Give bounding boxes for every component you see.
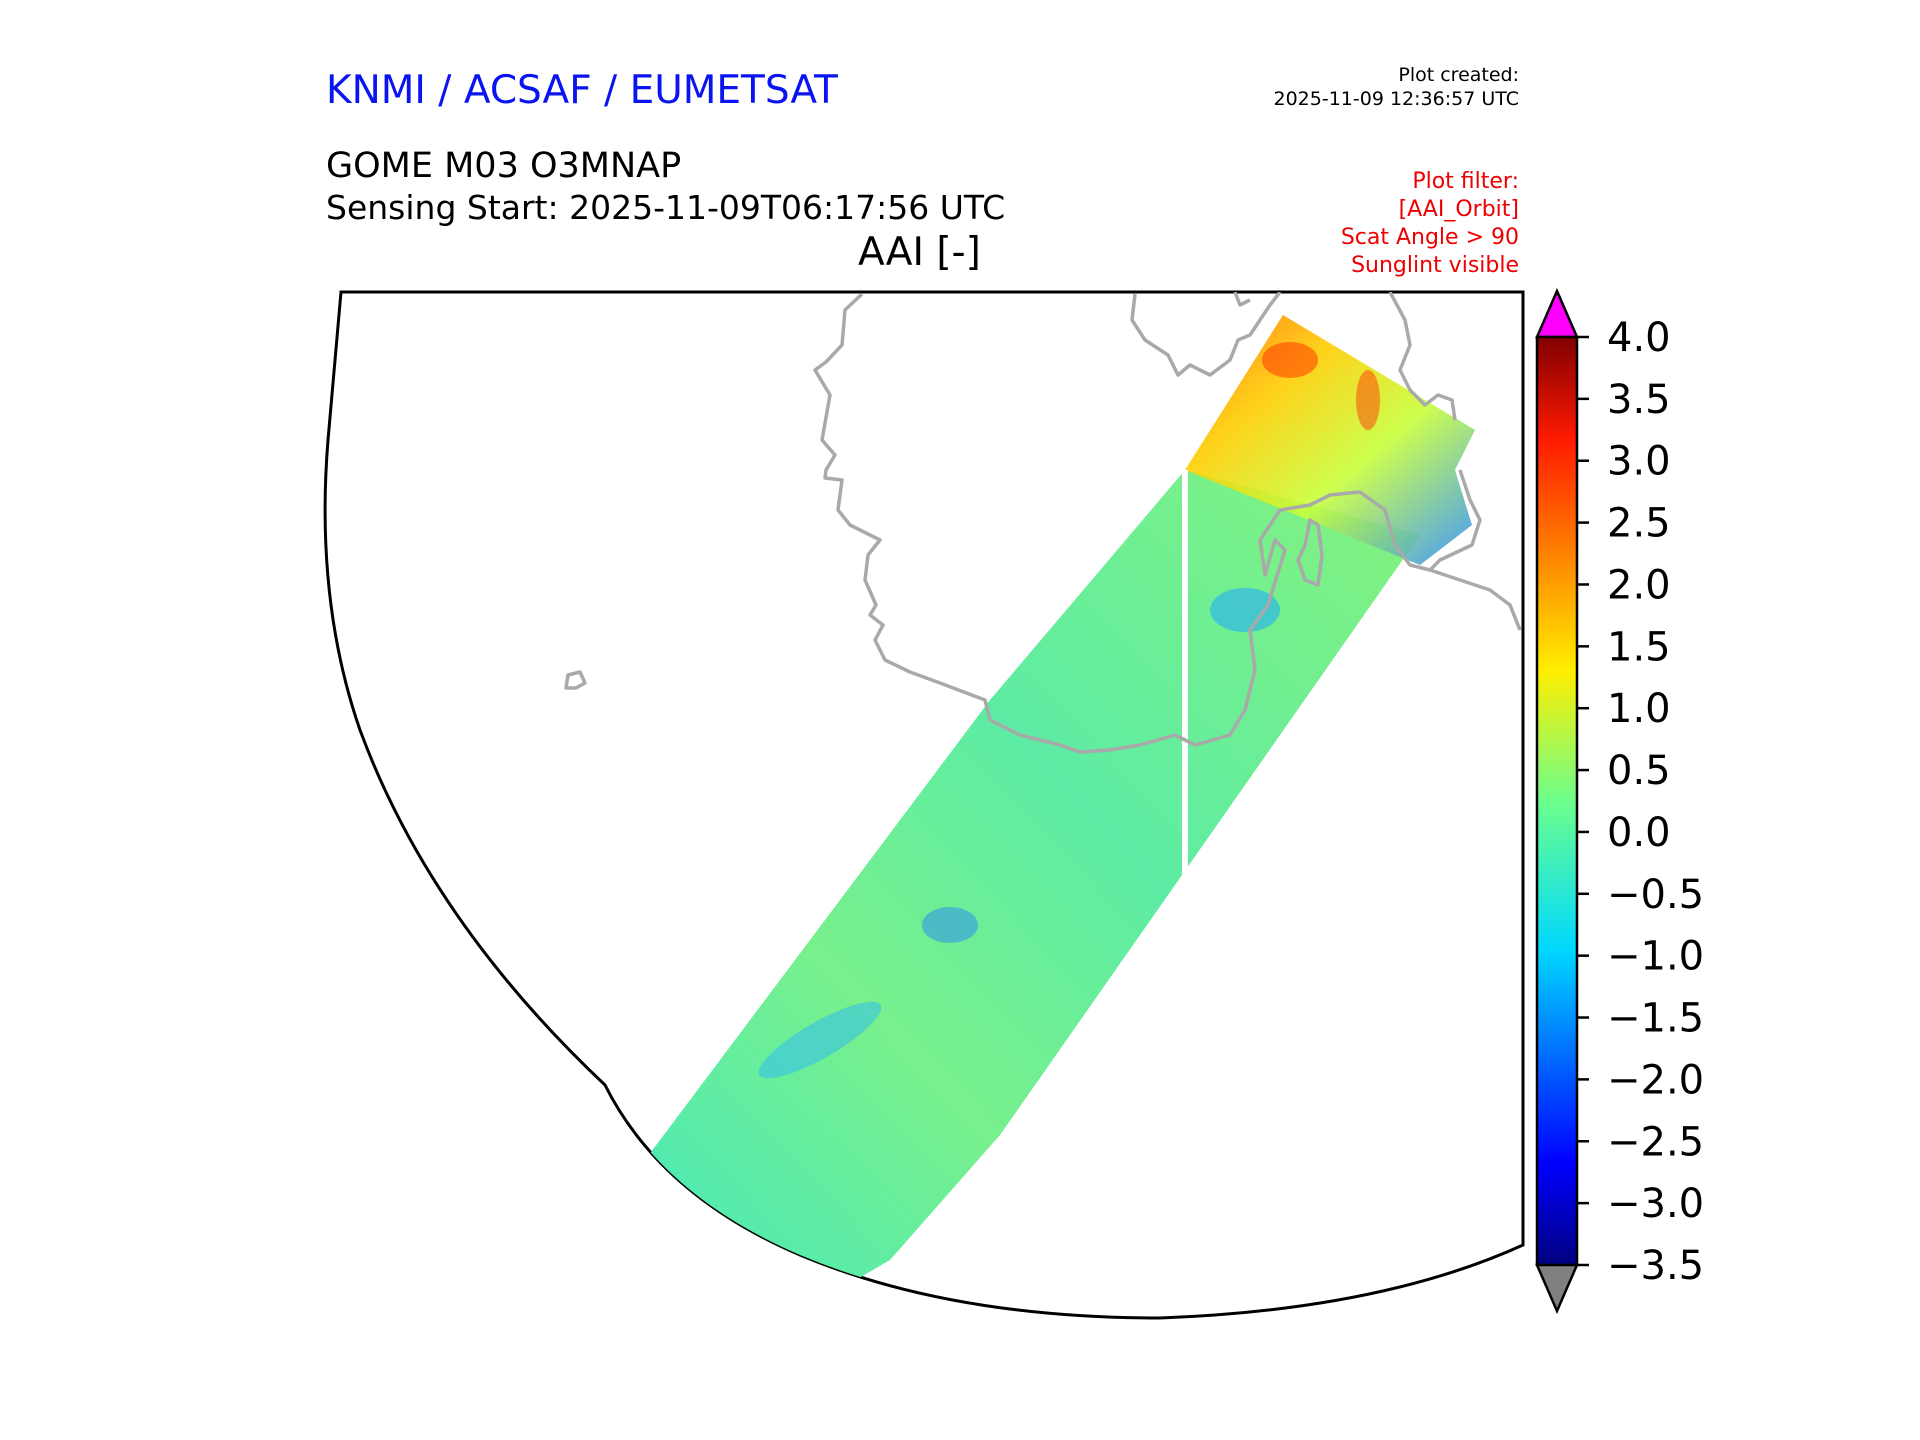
colorbar-tick-label: −2.5 xyxy=(1607,1119,1704,1165)
colorbar-tick-label: 0.0 xyxy=(1607,810,1671,856)
plot-created-label: Plot created: xyxy=(1398,64,1519,86)
product-name: GOME M03 O3MNAP xyxy=(326,146,682,186)
coastlines xyxy=(564,292,1522,754)
colorbar-tick-label: 4.0 xyxy=(1607,315,1671,361)
high-aai-patch xyxy=(1262,342,1318,378)
colorbar-tick-label: 3.5 xyxy=(1607,377,1671,423)
plot-filter-line: Sunglint visible xyxy=(1351,253,1519,278)
colorbar-tick-label: 3.0 xyxy=(1607,439,1671,485)
plot-created-time: 2025-11-09 12:36:57 UTC xyxy=(1273,88,1520,110)
colorbar: 4.0 3.5 3.0 2.5 2.0 1.5 1.0 0.5 0.0 −0.5 −1.0 −1.5 −… xyxy=(1535,287,1704,1315)
colorbar-tick-label: −0.5 xyxy=(1607,872,1704,918)
variable-title: AAI [-] xyxy=(858,230,981,275)
plot-filter-line: [AAI_Orbit] xyxy=(1398,197,1519,222)
organisation-title: KNMI / ACSAF / EUMETSAT xyxy=(326,68,838,113)
aai-swath xyxy=(600,470,1420,1318)
plot-filter-line: Scat Angle > 90 xyxy=(1340,225,1519,250)
colorbar-tick-label: 2.0 xyxy=(1607,562,1671,608)
high-aai-patch xyxy=(1356,370,1380,430)
sensing-start: Sensing Start: 2025-11-09T06:17:56 UTC xyxy=(326,188,1006,227)
colorbar-tick-label: −2.0 xyxy=(1607,1057,1704,1103)
colorbar-tick-label: −1.0 xyxy=(1607,934,1704,980)
low-aai-patch xyxy=(1210,588,1280,632)
colorbar-tick-label: −3.0 xyxy=(1607,1181,1704,1227)
low-aai-patch xyxy=(758,1001,882,1079)
colorbar-tick-label: 1.0 xyxy=(1607,686,1671,732)
aai-swath-north xyxy=(1185,315,1475,565)
colorbar-scale xyxy=(1535,335,1579,1267)
colorbar-tick-label: −3.5 xyxy=(1607,1243,1704,1289)
data-gap xyxy=(1178,904,1187,926)
low-aai-patch xyxy=(922,907,978,943)
plot-filter-line: Plot filter: xyxy=(1412,169,1519,194)
colorbar-tick-label: 1.5 xyxy=(1607,624,1671,670)
colorbar-tick-label: 0.5 xyxy=(1607,748,1671,794)
colorbar-under-triangle xyxy=(1535,1263,1579,1315)
colorbar-tick-label: 2.5 xyxy=(1607,501,1671,547)
colorbar-over-triangle xyxy=(1535,287,1579,339)
colorbar-tick-label: −1.5 xyxy=(1607,996,1704,1042)
